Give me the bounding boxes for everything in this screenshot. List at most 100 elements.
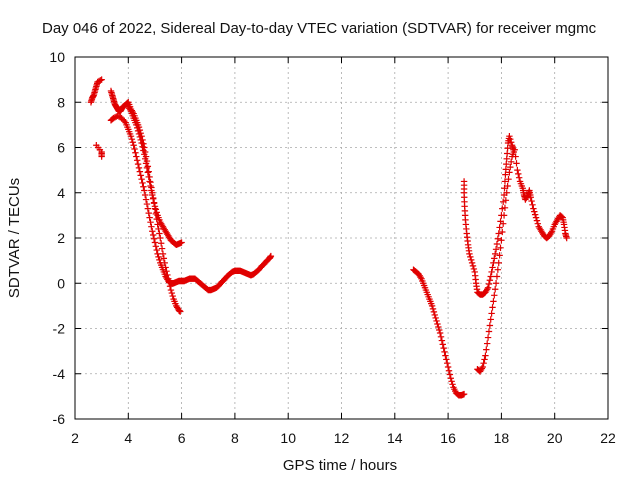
data-point-marker (530, 205, 537, 212)
x-tick-label: 8 (231, 430, 239, 446)
data-point-marker (98, 76, 105, 83)
y-tick-label: 0 (57, 275, 65, 291)
data-point-marker (130, 142, 137, 149)
data-point-marker (141, 155, 149, 163)
data-point-marker (460, 390, 468, 398)
data-point-marker (498, 237, 505, 244)
data-point-marker (150, 199, 158, 206)
x-tick-label: 18 (494, 430, 510, 446)
data-point-marker (126, 106, 134, 113)
y-tick-label: -2 (53, 321, 66, 337)
data-point-marker (145, 173, 152, 181)
data-point-marker (143, 200, 151, 208)
data-point-marker (529, 201, 536, 209)
data-point-marker (141, 187, 148, 194)
data-point-marker (515, 174, 523, 181)
data-point-marker (499, 220, 507, 227)
data-point-marker (444, 363, 452, 371)
data-point-marker (466, 250, 473, 258)
data-point-marker (430, 308, 438, 316)
data-point-marker (148, 223, 155, 230)
data-point-marker (563, 234, 570, 242)
data-point-marker (436, 329, 444, 337)
data-point-marker (501, 178, 509, 185)
data-point-marker (131, 145, 138, 153)
data-point-marker (160, 255, 168, 262)
x-tick-label: 16 (440, 430, 456, 446)
data-point-marker (151, 203, 159, 210)
data-point-marker (146, 214, 153, 221)
data-point-marker (507, 139, 515, 146)
data-point-marker (149, 195, 157, 202)
data-point-marker (531, 211, 539, 218)
data-point-marker (169, 292, 176, 300)
data-point-marker (431, 311, 438, 319)
plot-gridlines (75, 57, 608, 419)
data-point-marker (155, 253, 162, 261)
data-point-marker (144, 169, 152, 176)
data-point-marker (129, 139, 136, 146)
data-point-marker (503, 189, 510, 196)
x-axis-label: GPS time / hours (283, 457, 397, 474)
data-point-marker (490, 298, 497, 305)
data-point-marker (491, 255, 498, 262)
data-point-marker (496, 252, 503, 259)
data-point-marker (487, 316, 494, 323)
data-point-marker (449, 381, 456, 388)
data-point-marker (443, 356, 450, 363)
x-tick-label: 12 (334, 430, 350, 446)
data-point-marker (479, 363, 486, 371)
y-tick-label: -6 (53, 411, 66, 427)
data-point-marker (143, 164, 151, 172)
data-point-marker (429, 305, 437, 313)
data-point-marker (156, 230, 163, 237)
data-point-marker (515, 170, 522, 178)
data-point-marker (478, 365, 486, 372)
y-tick-label: 4 (57, 185, 65, 201)
data-point-marker (142, 160, 150, 167)
data-point-marker (144, 205, 152, 212)
data-point-marker (497, 244, 504, 252)
data-point-marker (505, 175, 512, 183)
data-point-marker (133, 121, 140, 129)
data-point-marker (439, 341, 446, 348)
x-tick-label: 10 (280, 430, 296, 446)
data-point-marker (512, 153, 519, 160)
data-point-marker (132, 149, 139, 156)
chart-title: Day 046 of 2022, Sidereal Day-to-day VTE… (42, 20, 597, 37)
data-point-marker (532, 214, 540, 221)
data-point-marker (507, 163, 514, 171)
data-point-marker (433, 317, 440, 325)
data-point-marker (511, 146, 518, 153)
data-point-marker (153, 246, 160, 254)
data-point-marker (97, 77, 104, 84)
plot-frame (74, 56, 609, 420)
data-point-marker (158, 245, 166, 252)
data-point-marker (504, 182, 511, 190)
data-point-marker (157, 240, 165, 247)
data-point-marker (440, 344, 447, 352)
data-point-marker (487, 273, 494, 280)
data-point-marker (146, 178, 153, 185)
data-point-marker (436, 326, 443, 334)
data-point-marker (434, 320, 441, 328)
data-point-marker (147, 218, 154, 226)
series-track-c (125, 103, 185, 248)
data-point-marker (133, 153, 140, 160)
data-point-marker (506, 169, 513, 176)
series-track-e (460, 132, 517, 298)
data-point-marker (127, 132, 135, 140)
data-point-marker (156, 256, 163, 264)
x-tick-label: 20 (547, 430, 563, 446)
data-point-marker (484, 284, 492, 291)
data-point-marker (98, 153, 105, 160)
data-point-marker (140, 183, 147, 190)
data-point-marker (137, 172, 144, 179)
data-point-marker (141, 191, 149, 199)
data-point-marker (493, 240, 501, 248)
data-point-marker (547, 229, 555, 236)
data-point-marker (152, 206, 160, 213)
data-point-marker (483, 340, 491, 347)
data-point-marker (492, 246, 500, 253)
data-point-marker (138, 175, 145, 183)
